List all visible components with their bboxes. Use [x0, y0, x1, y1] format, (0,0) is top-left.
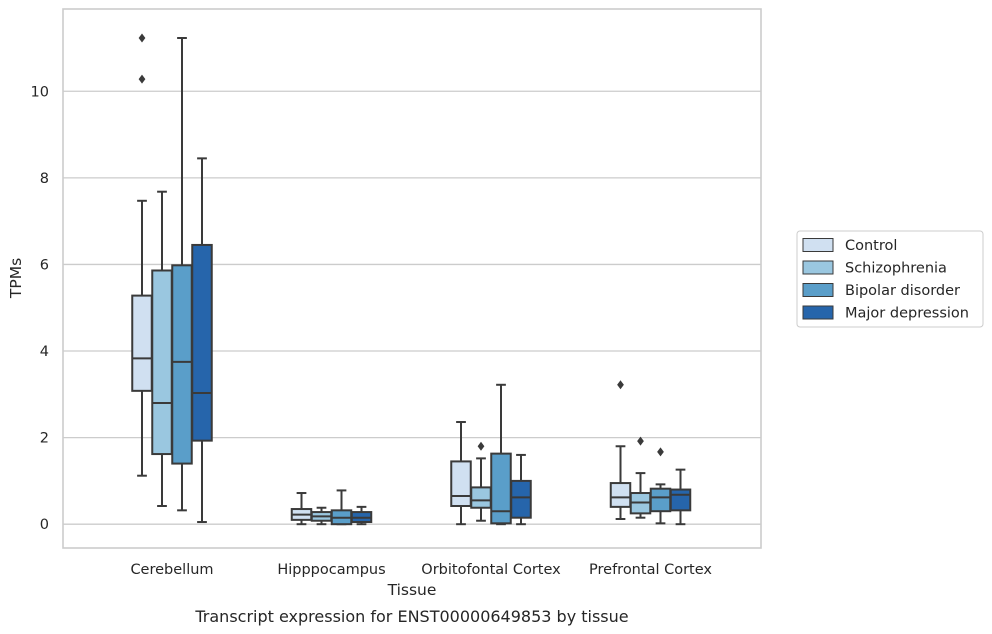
box-iqr [490, 452, 512, 525]
box-hipppocampus-control [290, 492, 313, 526]
legend-swatch [802, 305, 834, 320]
box-prefrontal-cortex-bipolar-disorder [649, 447, 672, 525]
x-tick-labels: Cerebellum Hipppocampus Orbitofontal Corte… [130, 562, 712, 578]
box-hipppocampus-major-depression [350, 505, 373, 526]
legend-label: Schizophrenia [845, 261, 947, 277]
outlier-point [617, 380, 624, 390]
chart-title: Transcript expression for ENST0000064985… [194, 607, 628, 626]
box-iqr [669, 488, 692, 512]
outlier-point [657, 447, 664, 457]
legend-frame [796, 230, 984, 328]
x-tick-label: Orbitofontal Cortex [421, 562, 561, 578]
box-cerebellum-control [131, 33, 153, 477]
x-axis-title: Tissue [387, 581, 437, 599]
box-orbitofontal-cortex-control [450, 421, 472, 526]
box-cerebellum-major-depression [191, 157, 213, 524]
box-iqr [151, 269, 173, 456]
y-tick-label: 8 [40, 171, 49, 187]
legend-swatch [802, 260, 834, 275]
box-orbitofontal-cortex-major-depression [510, 453, 532, 526]
box-iqr [131, 294, 153, 392]
box-hipppocampus-bipolar-disorder [330, 489, 353, 526]
box-iqr [450, 460, 472, 508]
legend-label: Bipolar disorder [845, 283, 960, 299]
box-groups [131, 33, 692, 526]
y-tick-label: 10 [31, 84, 49, 100]
y-tick-label: 2 [40, 431, 49, 447]
box-prefrontal-cortex-major-depression [669, 468, 692, 526]
plot-area-frame [62, 8, 762, 549]
outlier-point [477, 441, 485, 451]
outlier-point [138, 33, 146, 43]
legend-swatch [802, 283, 834, 297]
box-iqr [609, 482, 632, 508]
box-iqr [510, 479, 532, 519]
y-tick-label: 0 [40, 517, 49, 533]
y-tick-label: 4 [40, 344, 49, 360]
legend: Control Schizophrenia Bipolar disorder Majo… [796, 230, 984, 328]
y-axis-title: TPMs [7, 258, 25, 299]
box-iqr [171, 264, 193, 465]
legend-label: Major depression [845, 306, 969, 322]
box-orbitofontal-cortex-bipolar-disorder [490, 383, 512, 526]
box-iqr [191, 243, 213, 442]
box-iqr [649, 487, 672, 513]
box-cerebellum-bipolar-disorder [171, 37, 193, 512]
box-hipppocampus-schizophrenia [310, 506, 333, 526]
y-tick-labels: 0 2 4 6 8 10 [31, 84, 49, 533]
legend-swatch [802, 238, 834, 252]
box-cerebellum-schizophrenia [151, 190, 173, 508]
box-iqr [470, 486, 492, 509]
box-orbitofontal-cortex-schizophrenia [470, 441, 492, 522]
box-prefrontal-cortex-schizophrenia [629, 436, 652, 519]
box-prefrontal-cortex-control [609, 380, 632, 520]
y-tick-label: 6 [40, 257, 49, 273]
outlier-point [637, 436, 644, 446]
x-tick-label: Hipppocampus [277, 562, 385, 578]
x-tick-label: Cerebellum [130, 562, 213, 578]
outlier-point [138, 74, 146, 84]
legend-label: Control [845, 238, 897, 254]
x-tick-label: Prefrontal Cortex [589, 562, 712, 578]
